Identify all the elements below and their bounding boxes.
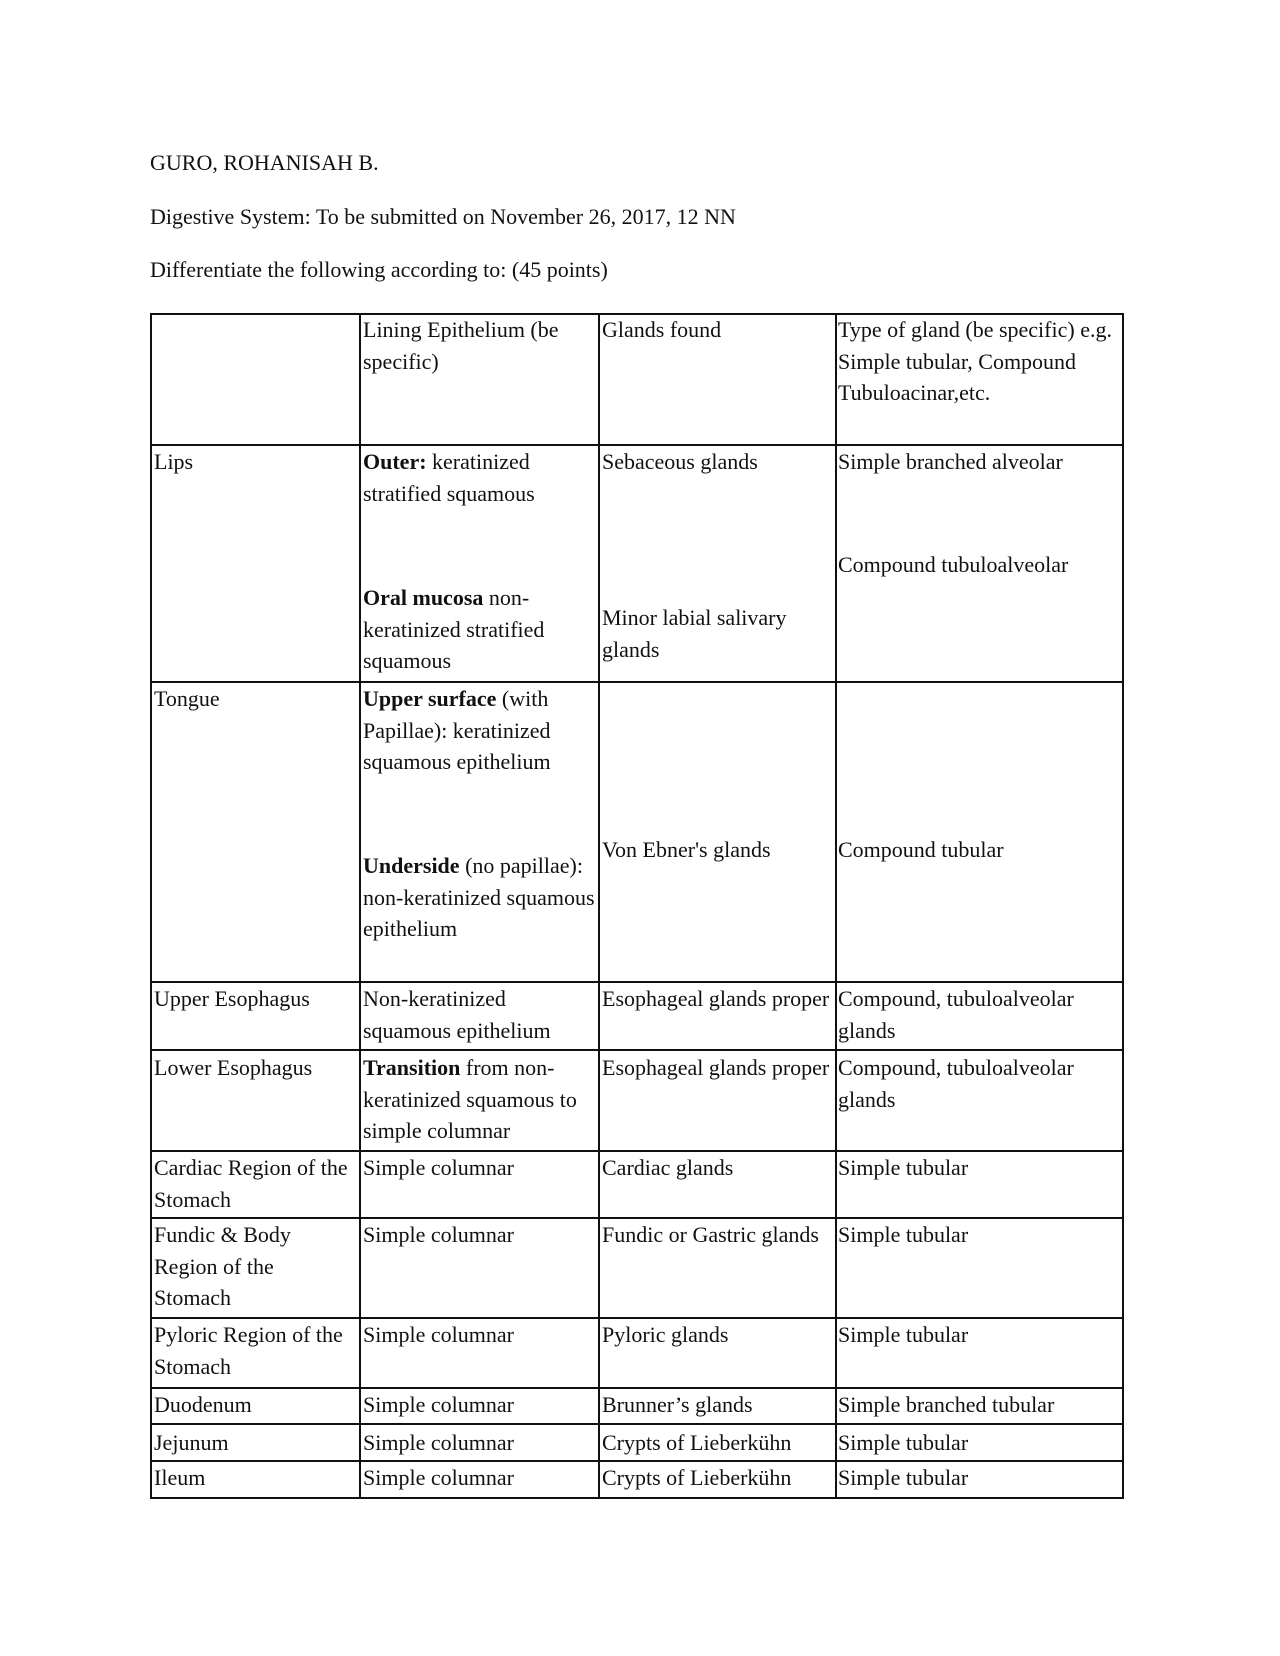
lining-epithelium: Simple columnar <box>363 1155 514 1180</box>
gland-type: Simple tubular <box>838 1322 969 1347</box>
table-rule <box>1122 313 1124 1499</box>
glands-found: Brunner’s glands <box>602 1392 753 1417</box>
gland-type: Simple tubular <box>838 1465 969 1490</box>
lining-epithelium: Upper surface (with Papillae): keratiniz… <box>363 686 551 775</box>
table-rule <box>150 1217 1124 1219</box>
lining-epithelium: Oral mucosa non-keratinized stratified s… <box>363 585 545 674</box>
table-rule <box>150 1387 1124 1389</box>
lining-epithelium: Outer: keratinized stratified squamous <box>363 449 535 506</box>
column-header: Lining Epithelium (be specific) <box>363 317 559 374</box>
glands-found: Fundic or Gastric glands <box>602 1222 819 1247</box>
row-label: Ileum <box>154 1465 206 1490</box>
row-label: Duodenum <box>154 1392 252 1417</box>
student-name: GURO, ROHANISAH B. <box>150 150 379 175</box>
table-rule <box>150 444 1124 446</box>
lining-epithelium: Simple columnar <box>363 1392 514 1417</box>
table-rule <box>150 313 1124 315</box>
table-rule <box>150 1317 1124 1319</box>
lining-epithelium: Simple columnar <box>363 1322 514 1347</box>
row-label: Cardiac Region of the Stomach <box>154 1155 348 1212</box>
row-label: Upper Esophagus <box>154 986 310 1011</box>
glands-found: Pyloric glands <box>602 1322 729 1347</box>
gland-type: Simple branched tubular <box>838 1392 1055 1417</box>
glands-found: Crypts of Lieberkühn <box>602 1465 792 1490</box>
lining-epithelium: Transition from non-keratinized squamous… <box>363 1055 577 1144</box>
lining-epithelium: Simple columnar <box>363 1465 514 1490</box>
row-label: Fundic & Body Region of the Stomach <box>154 1222 291 1311</box>
table-rule <box>598 313 600 1499</box>
lining-epithelium: Non-keratinized squamous epithelium <box>363 986 551 1043</box>
glands-found: Cardiac glands <box>602 1155 734 1180</box>
column-header: Glands found <box>602 317 722 342</box>
gland-type: Simple branched alveolar <box>838 449 1063 474</box>
gland-type: Compound tubular <box>838 837 1004 862</box>
column-header: Type of gland (be specific) e.g. Simple … <box>838 317 1112 406</box>
glands-found: Sebaceous glands <box>602 449 758 474</box>
table-rule <box>150 313 152 1499</box>
table-rule <box>150 1150 1124 1152</box>
glands-found: Minor labial salivary glands <box>602 605 787 662</box>
table-rule <box>359 313 361 1499</box>
lining-epithelium: Simple columnar <box>363 1430 514 1455</box>
gland-type: Compound tubuloalveolar <box>838 552 1069 577</box>
table-rule <box>150 681 1124 683</box>
gland-type: Compound, tubuloalveolar glands <box>838 1055 1074 1112</box>
gland-type: Simple tubular <box>838 1155 969 1180</box>
glands-found: Esophageal glands proper <box>602 1055 830 1080</box>
table-rule <box>150 981 1124 983</box>
table-rule <box>150 1049 1124 1051</box>
assignment-subject: Digestive System: To be submitted on Nov… <box>150 204 736 229</box>
gland-type: Simple tubular <box>838 1222 969 1247</box>
table-rule <box>835 313 837 1499</box>
lining-epithelium: Simple columnar <box>363 1222 514 1247</box>
glands-found: Von Ebner's glands <box>602 837 771 862</box>
table-rule <box>150 1497 1124 1499</box>
table-rule <box>150 1460 1124 1462</box>
row-label: Jejunum <box>154 1430 229 1455</box>
instruction: Differentiate the following according to… <box>150 257 608 282</box>
row-label: Lips <box>154 449 194 474</box>
row-label: Tongue <box>154 686 220 711</box>
glands-found: Crypts of Lieberkühn <box>602 1430 792 1455</box>
gland-type: Simple tubular <box>838 1430 969 1455</box>
glands-found: Esophageal glands proper <box>602 986 830 1011</box>
gland-type: Compound, tubuloalveolar glands <box>838 986 1074 1043</box>
table-rule <box>150 1423 1124 1425</box>
lining-epithelium: Underside (no papillae): non-keratinized… <box>363 853 595 942</box>
row-label: Lower Esophagus <box>154 1055 313 1080</box>
row-label: Pyloric Region of the Stomach <box>154 1322 343 1379</box>
